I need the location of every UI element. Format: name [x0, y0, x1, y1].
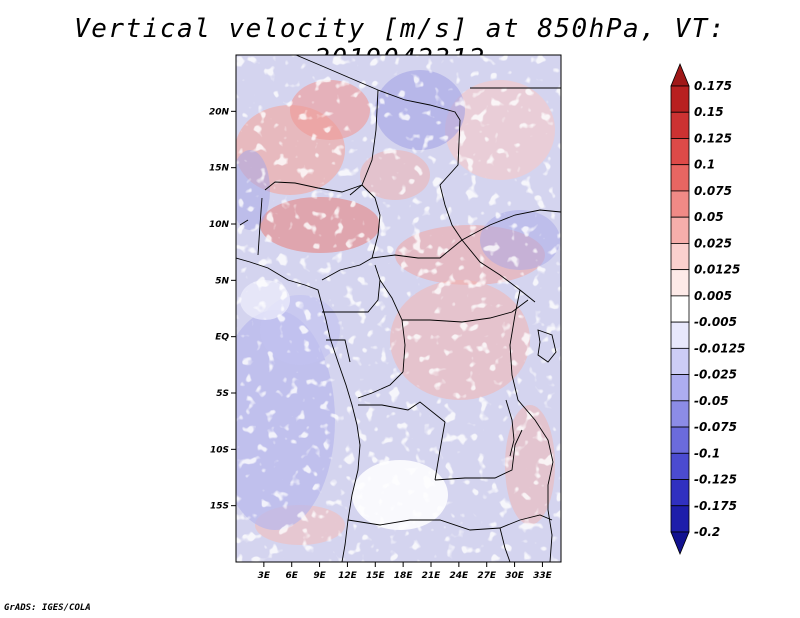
- colorbar-box: [670, 479, 690, 507]
- colorbar-level-label: 0.025: [694, 236, 732, 250]
- x-tick-label: 6E: [286, 571, 299, 581]
- colorbar-level-label: 0.075: [694, 184, 732, 198]
- x-axis: 3E 6E 9E 12E 15E 18E 21E 24E 27E 30E 33E: [258, 562, 553, 581]
- colorbar-level-label: -0.025: [694, 368, 737, 382]
- y-axis: 20N 15N 10N 5N EQ 5S 10S 15S: [209, 107, 236, 512]
- colorbar-box: [670, 138, 690, 166]
- colorbar-box: [670, 505, 690, 533]
- colorbar-level-label: 0.005: [694, 289, 732, 303]
- grads-credit: GrADS: IGES/COLA: [4, 603, 91, 613]
- y-tick-label: 5S: [216, 389, 229, 399]
- colorbar-level-label: -0.175: [694, 499, 737, 513]
- y-tick-label: 15N: [209, 164, 230, 174]
- x-tick-label: 33E: [533, 571, 553, 581]
- colorbar: 0.175 0.15 0.125 0.1 0.075 0.05 0.025 0.0125 0.0…: [670, 62, 745, 556]
- colorbar-box: [670, 295, 690, 323]
- y-tick-label: 10S: [210, 445, 229, 455]
- colorbar-box: [670, 400, 690, 428]
- colorbar-level-label: 0.0125: [694, 263, 740, 277]
- colorbar-level-label: -0.2: [694, 525, 720, 539]
- colorbar-box: [670, 164, 690, 192]
- y-tick-label: 20N: [209, 107, 230, 117]
- colorbar-level-label: 0.175: [694, 79, 732, 93]
- colorbar-box: [670, 347, 690, 375]
- colorbar-extend-min: [670, 531, 690, 556]
- x-tick-label: 15E: [366, 571, 386, 581]
- colorbar-box: [670, 426, 690, 454]
- map-frame: [235, 54, 562, 563]
- colorbar-level-label: 0.05: [694, 210, 724, 224]
- colorbar-box: [670, 452, 690, 480]
- colorbar-box: [670, 243, 690, 271]
- country-borders: [236, 55, 561, 562]
- colorbar-level-label: -0.0125: [694, 341, 745, 355]
- colorbar-level-label: -0.075: [694, 420, 737, 434]
- x-tick-label: 9E: [313, 571, 326, 581]
- colorbar-box: [670, 321, 690, 349]
- colorbar-level-label: -0.1: [694, 446, 720, 460]
- colorbar-level-label: -0.005: [694, 315, 737, 329]
- x-tick-label: 21E: [422, 571, 442, 581]
- vertical-velocity-field: [236, 55, 561, 562]
- colorbar-extend-max: [670, 62, 690, 87]
- colorbar-box: [670, 111, 690, 139]
- colorbar-level-label: -0.05: [694, 394, 729, 408]
- x-tick-label: 3E: [258, 571, 271, 581]
- x-tick-label: 27E: [477, 571, 497, 581]
- y-tick-label: EQ: [215, 333, 229, 343]
- x-tick-label: 18E: [394, 571, 414, 581]
- colorbar-level-label: 0.1: [694, 158, 715, 172]
- colorbar-box: [670, 85, 690, 113]
- colorbar-level-label: -0.125: [694, 473, 737, 487]
- x-tick-label: 12E: [338, 571, 358, 581]
- y-tick-label: 15S: [210, 502, 229, 512]
- map-panel: [236, 55, 561, 562]
- colorbar-level-label: 0.125: [694, 131, 732, 145]
- colorbar-box: [670, 190, 690, 218]
- colorbar-box: [670, 374, 690, 402]
- colorbar-box: [670, 269, 690, 297]
- colorbar-level-label: 0.15: [694, 105, 724, 119]
- y-tick-label: 10N: [209, 220, 230, 230]
- x-tick-label: 30E: [505, 571, 525, 581]
- x-tick-label: 24E: [450, 571, 470, 581]
- colorbar-box: [670, 216, 690, 244]
- y-tick-label: 5N: [215, 276, 229, 286]
